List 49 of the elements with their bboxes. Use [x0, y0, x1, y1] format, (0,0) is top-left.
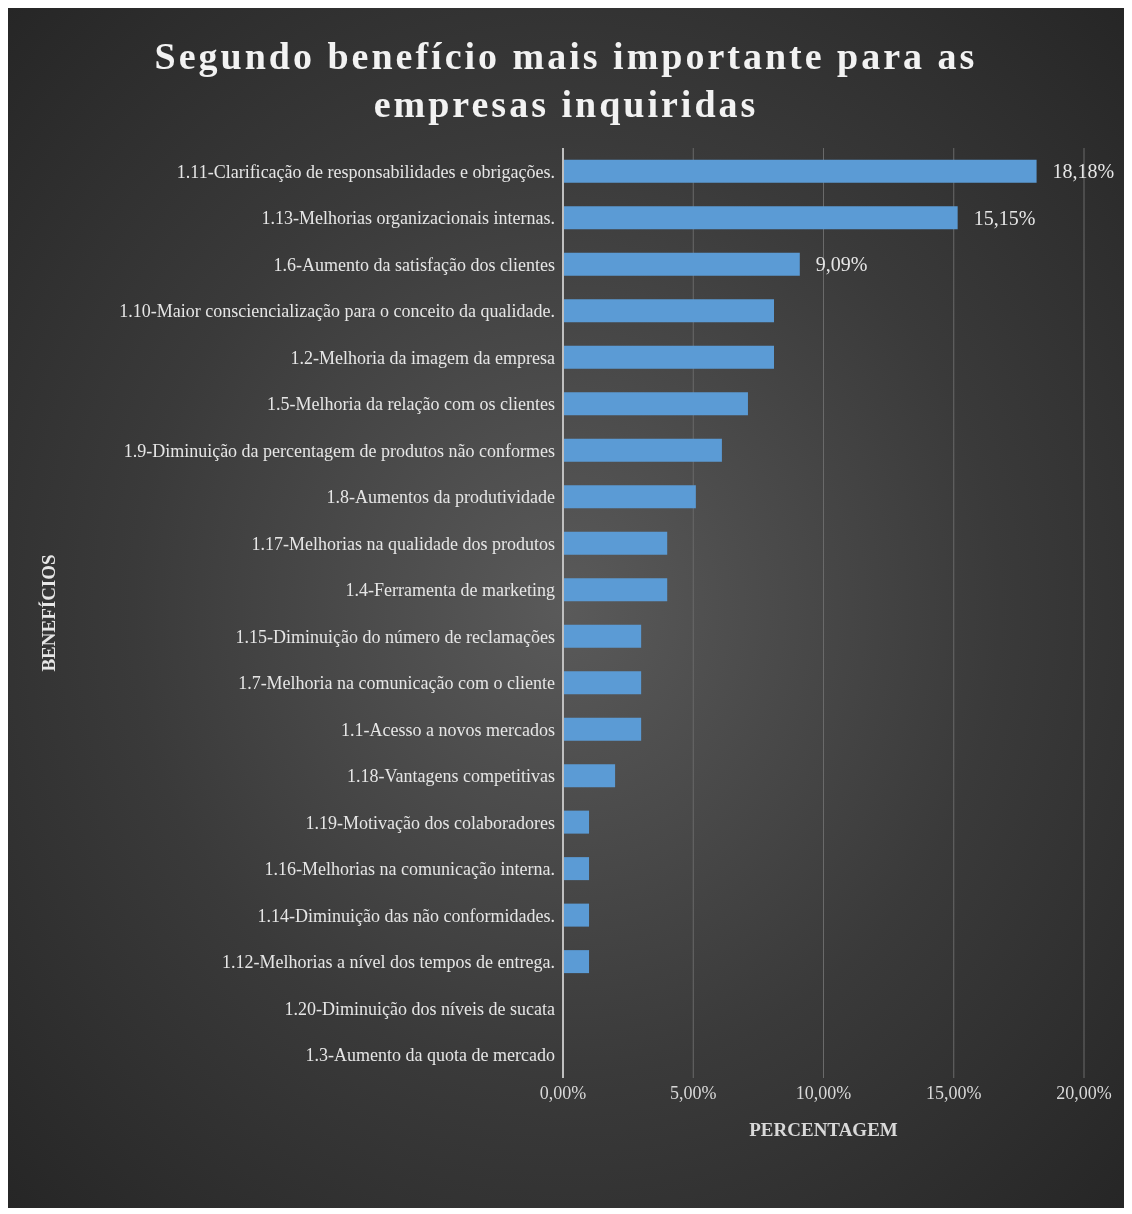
- x-tick-label: 15,00%: [926, 1082, 982, 1103]
- chart-title: Segundo benefício mais importante para as empresas inquiridas: [153, 34, 979, 127]
- data-label: 18,18%: [1052, 160, 1115, 183]
- bar: [563, 531, 668, 555]
- y-tick-label: 1.6-Aumento da satisfação dos clientes: [273, 254, 555, 275]
- y-tick-label: 1.19-Motivação dos colaboradores: [305, 812, 555, 833]
- bar: [563, 578, 668, 602]
- y-tick-label: 1.17-Melhorias na qualidade dos produtos: [251, 533, 555, 554]
- bar: [563, 345, 775, 369]
- y-tick-label: 1.11-Clarificação de responsabilidades e obrigações.: [176, 161, 555, 182]
- x-axis-title: PERCENTAGEM: [749, 1119, 898, 1140]
- y-tick-label: 1.12-Melhorias a nível dos tempos de entrega.: [222, 952, 555, 973]
- y-tick-label: 1.4-Ferramenta de marketing: [345, 580, 555, 601]
- data-label: 15,15%: [973, 206, 1036, 229]
- x-tick-label: 0,00%: [539, 1082, 587, 1103]
- bar: [563, 206, 958, 230]
- y-tick-label: 1.15-Diminuição do número de reclamações: [235, 626, 555, 647]
- bar: [563, 299, 775, 323]
- bar: [563, 485, 696, 509]
- y-tick-label: 1.2-Melhoria da imagem da empresa: [290, 347, 556, 368]
- bar: [563, 671, 642, 695]
- y-tick-label: 1.10-Maior consciencialização para o conceito da qualidade.: [119, 301, 555, 322]
- bar: [563, 903, 590, 927]
- bar: [563, 624, 642, 648]
- bar: [563, 950, 590, 974]
- y-tick-label: 1.5-Melhoria da relação com os clientes: [267, 394, 555, 415]
- bar: [563, 764, 616, 788]
- x-tick-label: 20,00%: [1056, 1082, 1112, 1103]
- y-tick-label: 1.1-Acesso a novos mercados: [341, 719, 555, 740]
- bar: [563, 159, 1037, 183]
- y-tick-label: 1.9-Diminuição da percentagem de produtos não conformes: [123, 440, 555, 461]
- bar: [563, 438, 722, 462]
- y-tick-label: 1.16-Melhorias na comunicação interna.: [264, 859, 555, 880]
- x-tick-label: 5,00%: [670, 1082, 717, 1103]
- data-label: 9,09%: [815, 253, 868, 276]
- y-tick-label: 1.13-Melhorias organizacionais internas.: [261, 208, 555, 229]
- y-tick-label: 1.14-Diminuição das não conformidades.: [257, 905, 555, 926]
- bar: [563, 717, 642, 741]
- y-tick-label: 1.20-Diminuição dos níveis de sucata: [284, 998, 555, 1019]
- y-tick-label: 1.7-Melhoria na comunicação com o cliente: [238, 673, 556, 694]
- bar: [563, 252, 800, 276]
- bar: [563, 857, 590, 881]
- bar: [563, 392, 748, 416]
- y-axis-title: BENEFÍCIOS: [37, 554, 59, 672]
- y-tick-label: 1.3-Aumento da quota de mercado: [305, 1045, 555, 1066]
- y-tick-label: 1.18-Vantagens competitivas: [347, 766, 555, 787]
- y-tick-label: 1.8-Aumentos da produtividade: [326, 487, 555, 508]
- x-tick-label: 10,00%: [795, 1082, 852, 1103]
- bar: [563, 810, 590, 834]
